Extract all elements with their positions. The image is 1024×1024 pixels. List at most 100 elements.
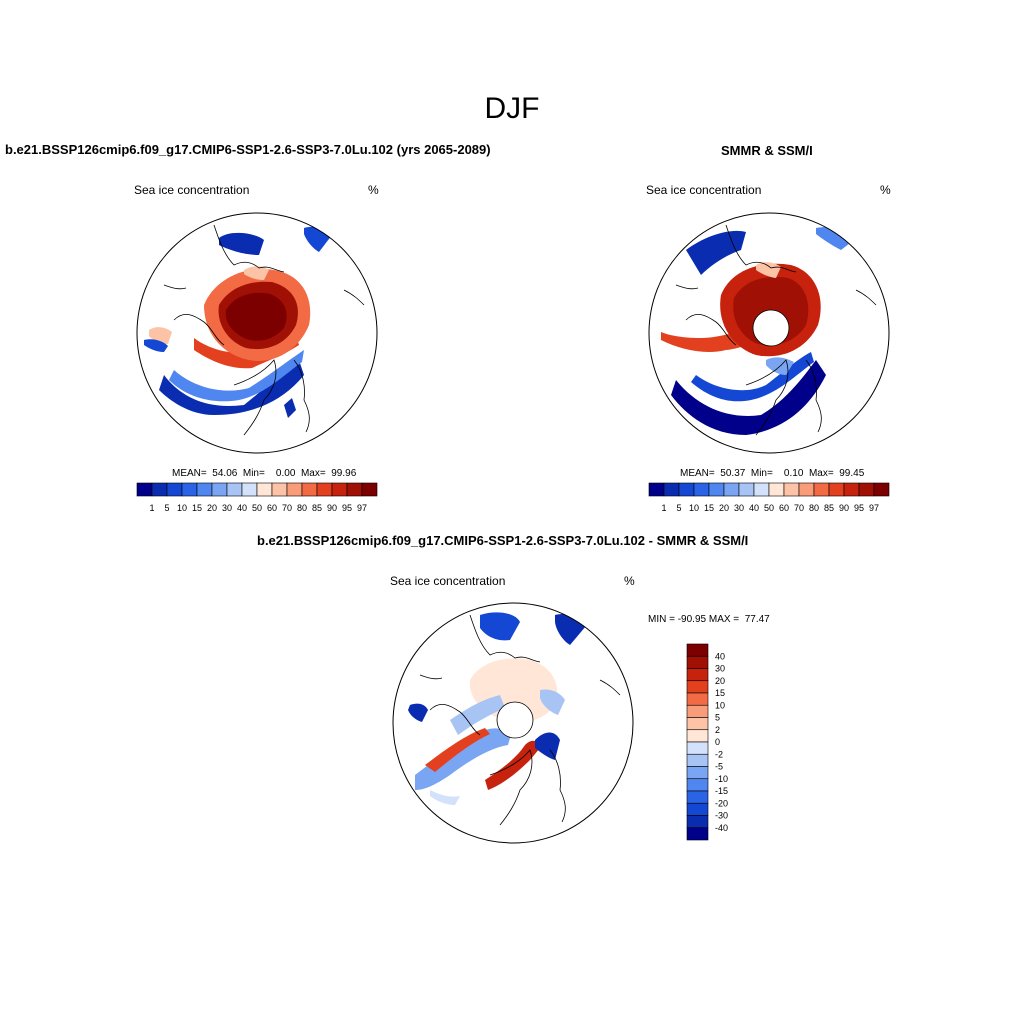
panel2-colorbar-tick-label: 10 xyxy=(689,503,699,513)
panel2-colorbar-swatch xyxy=(843,482,860,497)
panel2-colorbar-swatch xyxy=(678,482,695,497)
panel1-colorbar-tick-label: 70 xyxy=(282,503,292,513)
panel3-difference-field xyxy=(408,612,586,805)
panel1-colorbar-tick-label: 20 xyxy=(207,503,217,513)
difference-colorbar-swatch xyxy=(686,778,709,792)
panel2-stats: MEAN= 50.37 Min= 0.10 Max= 99.45 xyxy=(680,468,865,479)
panel1-stats: MEAN= 54.06 Min= 0.00 Max= 99.96 xyxy=(172,468,357,479)
panel1-colorbar-swatch xyxy=(346,482,363,497)
panel1-colorbar-swatch xyxy=(226,482,243,497)
panel3-units-label: % xyxy=(624,574,635,588)
panel2-colorbar-swatch xyxy=(648,482,665,497)
panel1-colorbar-swatch xyxy=(166,482,183,497)
difference-colorbar-swatch xyxy=(686,753,709,767)
panel1-colorbar-swatch xyxy=(301,482,318,497)
panel2-colorbar-swatch xyxy=(753,482,770,497)
difference-colorbar-tick-label: 40 xyxy=(715,651,725,661)
panel1-variable-label: Sea ice concentration xyxy=(134,183,250,197)
difference-colorbar-tick-label: -20 xyxy=(715,798,728,808)
panel3-title: b.e21.BSSP126cmip6.f09_g17.CMIP6-SSP1-2.… xyxy=(257,533,749,548)
panel1-colorbar-swatch xyxy=(211,482,228,497)
panel3-polar-map xyxy=(392,602,634,844)
panel2-colorbar-tick-label: 70 xyxy=(794,503,804,513)
panel2-colorbar-swatch xyxy=(828,482,845,497)
panel2-pole-hole xyxy=(752,309,790,347)
panel1-colorbar-tick-label: 60 xyxy=(267,503,277,513)
panel1-colorbar-tick-label: 90 xyxy=(327,503,337,513)
panel3-variable-label: Sea ice concentration xyxy=(390,574,506,588)
panel2-colorbar-swatch xyxy=(663,482,680,497)
difference-colorbar-swatch xyxy=(686,802,709,816)
panel1-colorbar-tick-label: 1 xyxy=(149,503,154,513)
difference-colorbar-swatch xyxy=(686,790,709,804)
panel2-colorbar-tick-label: 97 xyxy=(869,503,879,513)
panel2-colorbar-tick-label: 60 xyxy=(779,503,789,513)
difference-colorbar-tick-label: 0 xyxy=(715,737,720,747)
panel2-colorbar-tick-label: 5 xyxy=(676,503,681,513)
panel1-colorbar-tick-label: 15 xyxy=(192,503,202,513)
panel1-colorbar-swatch xyxy=(361,482,378,497)
panel3-map-border xyxy=(392,602,634,844)
difference-colorbar-tick-label: -15 xyxy=(715,786,728,796)
panel1-colorbar-tick-label: 10 xyxy=(177,503,187,513)
panel1-title: b.e21.BSSP126cmip6.f09_g17.CMIP6-SSP1-2.… xyxy=(5,142,491,157)
panel2-colorbar-tick-label: 85 xyxy=(824,503,834,513)
panel3-stats: MIN = -90.95 MAX = 77.47 xyxy=(648,614,770,625)
panel1-polar-map xyxy=(136,212,378,454)
difference-colorbar-tick-label: -5 xyxy=(715,762,723,772)
difference-colorbar-swatch xyxy=(686,766,709,780)
panel2-colorbar-tick-label: 30 xyxy=(734,503,744,513)
panel1-colorbar-swatch xyxy=(151,482,168,497)
difference-colorbar-swatch xyxy=(686,717,709,731)
panel1-colorbar-tick-label: 50 xyxy=(252,503,262,513)
panel2-map-border xyxy=(648,212,890,454)
panel1-colorbar-tick-label: 30 xyxy=(222,503,232,513)
panel2-colorbar-swatch xyxy=(873,482,890,497)
difference-colorbar-tick-label: 30 xyxy=(715,664,725,674)
panel2-units-label: % xyxy=(880,183,891,197)
panel1-sea-ice-field xyxy=(144,226,332,418)
difference-colorbar-tick-label: 5 xyxy=(715,713,720,723)
panel2-colorbar: 1 5 10 15 20 30 40 50 60 70 80 85 90 95 97 xyxy=(648,482,890,513)
panel2-colorbar-tick-label: 20 xyxy=(719,503,729,513)
panel2-variable-label: Sea ice concentration xyxy=(646,183,762,197)
difference-colorbar-tick-label: 2 xyxy=(715,725,720,735)
panel2-colorbar-swatch xyxy=(768,482,785,497)
difference-colorbar-swatch xyxy=(686,643,709,657)
panel2-colorbar-swatch xyxy=(783,482,800,497)
panel2-colorbar-tick-label: 15 xyxy=(704,503,714,513)
difference-colorbar-swatch xyxy=(686,704,709,718)
difference-colorbar-swatch xyxy=(686,668,709,682)
panel2-colorbar-swatch xyxy=(693,482,710,497)
panel2-colorbar-swatch xyxy=(723,482,740,497)
panel1-colorbar-swatch xyxy=(181,482,198,497)
panel2-coastlines xyxy=(675,224,877,436)
panel2-colorbar-tick-label: 40 xyxy=(749,503,759,513)
panel2-colorbar-swatch xyxy=(738,482,755,497)
difference-colorbar-tick-label: -10 xyxy=(715,774,728,784)
difference-colorbar-swatch xyxy=(686,741,709,755)
difference-colorbar-tick-label: -40 xyxy=(715,823,728,833)
difference-colorbar-tick-label: -30 xyxy=(715,811,728,821)
panel2-colorbar-swatch xyxy=(858,482,875,497)
panel1-coastlines xyxy=(163,224,365,436)
panel1-colorbar-tick-label: 80 xyxy=(297,503,307,513)
panel1-colorbar-swatch xyxy=(331,482,348,497)
panel1-colorbar-swatch xyxy=(316,482,333,497)
panel3-coastlines xyxy=(419,614,621,826)
panel2-colorbar-tick-label: 80 xyxy=(809,503,819,513)
panel2-colorbar-tick-label: 90 xyxy=(839,503,849,513)
panel1-units-label: % xyxy=(368,183,379,197)
panel2-colorbar-swatch xyxy=(798,482,815,497)
panel1-colorbar-swatch xyxy=(136,482,153,497)
difference-colorbar-swatch xyxy=(686,655,709,669)
panel1-colorbar-tick-label: 97 xyxy=(357,503,367,513)
panel1-colorbar-tick-label: 5 xyxy=(164,503,169,513)
difference-colorbar-swatch xyxy=(686,815,709,829)
panel2-title: SMMR & SSM/I xyxy=(721,143,813,158)
panel2-colorbar-tick-label: 95 xyxy=(854,503,864,513)
panel1-colorbar-tick-label: 95 xyxy=(342,503,352,513)
panel1-map-border xyxy=(136,212,378,454)
panel1-colorbar-tick-label: 40 xyxy=(237,503,247,513)
